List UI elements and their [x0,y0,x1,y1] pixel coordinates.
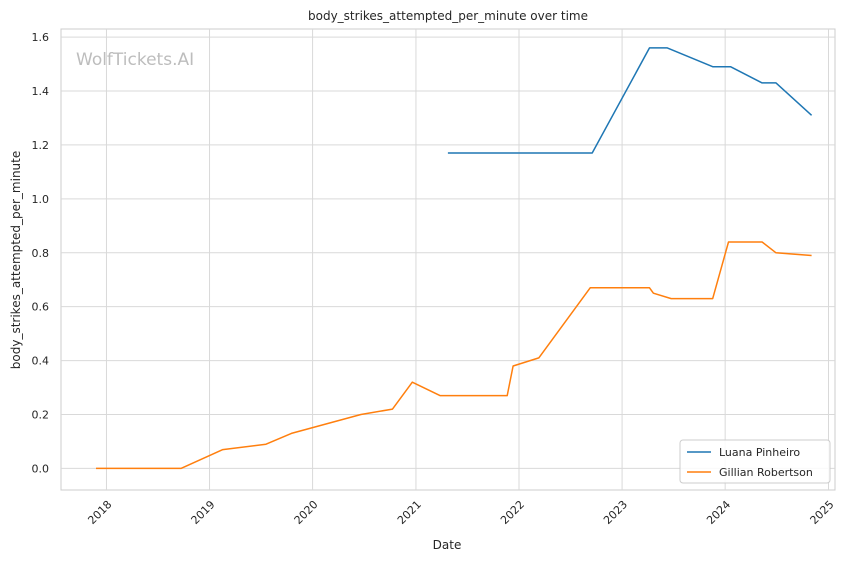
y-tick-label: 0.0 [32,462,50,475]
y-tick-label: 0.2 [32,409,50,422]
legend-label: Gillian Robertson [719,466,813,479]
watermark: WolfTickets.AI [76,50,194,70]
y-tick-label: 1.6 [32,31,50,44]
x-axis-title: Date [433,538,462,552]
legend: Luana Pinheiro Gillian Robertson [679,439,831,484]
x-tick-label: 2019 [189,498,218,527]
x-tick-label: 2018 [85,498,114,527]
x-tick-label: 2020 [292,498,321,527]
x-tick-label: 2025 [808,498,837,527]
y-tick-label: 1.4 [32,85,50,98]
y-tick-label: 0.6 [32,301,50,314]
chart-title: body_strikes_attempted_per_minute over t… [308,9,588,23]
plot-area [60,28,836,491]
grid [61,29,835,490]
series-layer [96,47,813,470]
y-axis-title: body_strikes_attempted_per_minute [9,151,23,369]
legend-box [679,439,831,484]
y-tick-label: 0.8 [32,247,50,260]
plot-frame [60,28,836,491]
x-tick-label: 2021 [395,498,424,527]
y-tick-label: 1.0 [32,193,50,206]
legend-label: Luana Pinheiro [719,446,800,459]
y-tick-label: 0.4 [32,355,50,368]
x-tick-label: 2024 [704,498,733,527]
series-line-1 [96,241,812,470]
series-line-0 [447,47,813,154]
x-tick-label: 2023 [601,498,630,527]
y-tick-label: 1.2 [32,139,50,152]
x-tick-label: 2022 [498,498,527,527]
